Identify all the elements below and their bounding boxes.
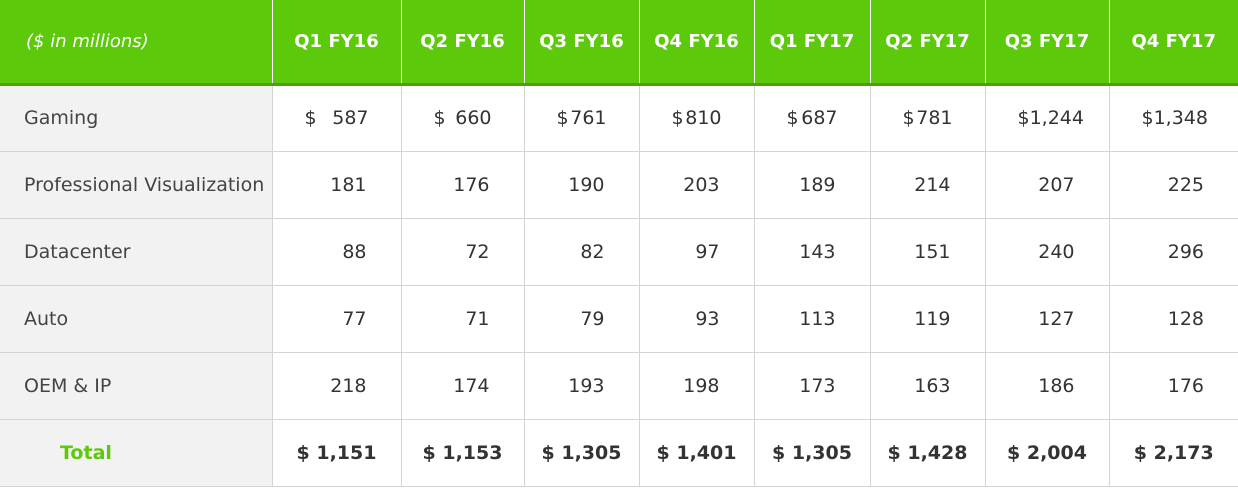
table-cell: $687 — [754, 84, 871, 152]
currency-symbol: $ — [1017, 107, 1030, 129]
table-cell: $1,348 — [1109, 84, 1238, 152]
table-cell: $587 — [272, 84, 402, 152]
table-cell: $761 — [524, 84, 640, 152]
table-cell: 186 — [985, 352, 1110, 420]
table-cell: 72 — [401, 218, 525, 286]
row-label: Datacenter — [0, 218, 273, 286]
table-cell: 181 — [272, 151, 402, 219]
table-cell: 88 — [272, 218, 402, 286]
total-cell: $ 2,004 — [985, 419, 1110, 487]
column-header: Q4 FY16 — [639, 0, 755, 86]
total-label: Total — [0, 419, 273, 487]
table-cell: 82 — [524, 218, 640, 286]
table-cell: 203 — [639, 151, 755, 219]
currency-symbol: $ — [433, 107, 446, 129]
table-cell: 214 — [870, 151, 986, 219]
row-label: OEM & IP — [0, 352, 273, 420]
table-cell: 119 — [870, 285, 986, 353]
column-header: Q1 FY16 — [272, 0, 402, 86]
table-cell: 151 — [870, 218, 986, 286]
table-cell: 190 — [524, 151, 640, 219]
table-cell: 225 — [1109, 151, 1238, 219]
header-row: ($ in millions) Q1 FY16 Q2 FY16 Q3 FY16 … — [0, 0, 1238, 86]
column-header: Q4 FY17 — [1109, 0, 1238, 86]
table-row-gaming: Gaming $587 $660 $761 $810 $687 $781 $1,… — [0, 84, 1238, 152]
table-cell: 207 — [985, 151, 1110, 219]
table-row-auto: Auto 77 71 79 93 113 119 127 128 — [0, 285, 1238, 353]
table-cell: 240 — [985, 218, 1110, 286]
table-row-datacenter: Datacenter 88 72 82 97 143 151 240 296 — [0, 218, 1238, 286]
table-cell: 174 — [401, 352, 525, 420]
column-header: Q2 FY17 — [870, 0, 986, 86]
table-cell: 128 — [1109, 285, 1238, 353]
table-row-oem-ip: OEM & IP 218 174 193 198 173 163 186 176 — [0, 352, 1238, 420]
table-cell: $781 — [870, 84, 986, 152]
table-cell: 79 — [524, 285, 640, 353]
cell-value: 587 — [332, 107, 369, 129]
row-label: Auto — [0, 285, 273, 353]
table-cell: 296 — [1109, 218, 1238, 286]
currency-symbol: $ — [671, 107, 684, 129]
units-header: ($ in millions) — [0, 0, 273, 86]
table-cell: 198 — [639, 352, 755, 420]
table-cell: 189 — [754, 151, 871, 219]
cell-value: 1,348 — [1153, 107, 1208, 129]
column-header: Q3 FY16 — [524, 0, 640, 86]
currency-symbol: $ — [786, 107, 799, 129]
table-row-professional-visualization: Professional Visualization 181 176 190 2… — [0, 151, 1238, 219]
cell-value: 687 — [801, 107, 838, 129]
column-header: Q3 FY17 — [985, 0, 1110, 86]
table-cell: 218 — [272, 352, 402, 420]
table-cell: 93 — [639, 285, 755, 353]
total-cell: $ 2,173 — [1109, 419, 1238, 487]
table-cell: 127 — [985, 285, 1110, 353]
table-cell: 143 — [754, 218, 871, 286]
table-cell: $810 — [639, 84, 755, 152]
table-cell: 176 — [401, 151, 525, 219]
row-label: Gaming — [0, 84, 273, 152]
total-cell: $ 1,401 — [639, 419, 755, 487]
total-cell: $ 1,151 — [272, 419, 402, 487]
table-cell: 71 — [401, 285, 525, 353]
cell-value: 1,244 — [1029, 107, 1084, 129]
currency-symbol: $ — [1141, 107, 1154, 129]
table-cell: $660 — [401, 84, 525, 152]
total-cell: $ 1,428 — [870, 419, 986, 487]
table-row-total: Total $ 1,151 $ 1,153 $ 1,305 $ 1,401 $ … — [0, 419, 1238, 487]
total-cell: $ 1,153 — [401, 419, 525, 487]
currency-symbol: $ — [902, 107, 915, 129]
currency-symbol: $ — [304, 107, 317, 129]
table-cell: 97 — [639, 218, 755, 286]
table-cell: 173 — [754, 352, 871, 420]
cell-value: 781 — [916, 107, 953, 129]
cell-value: 761 — [570, 107, 607, 129]
table-cell: 77 — [272, 285, 402, 353]
table-cell: 176 — [1109, 352, 1238, 420]
column-header: Q1 FY17 — [754, 0, 871, 86]
row-label: Professional Visualization — [0, 151, 273, 219]
table-cell: 163 — [870, 352, 986, 420]
table-cell: 193 — [524, 352, 640, 420]
cell-value: 810 — [685, 107, 722, 129]
table-cell: $1,244 — [985, 84, 1110, 152]
currency-symbol: $ — [556, 107, 569, 129]
table-cell: 113 — [754, 285, 871, 353]
total-cell: $ 1,305 — [524, 419, 640, 487]
cell-value: 660 — [455, 107, 492, 129]
total-cell: $ 1,305 — [754, 419, 871, 487]
column-header: Q2 FY16 — [401, 0, 525, 86]
